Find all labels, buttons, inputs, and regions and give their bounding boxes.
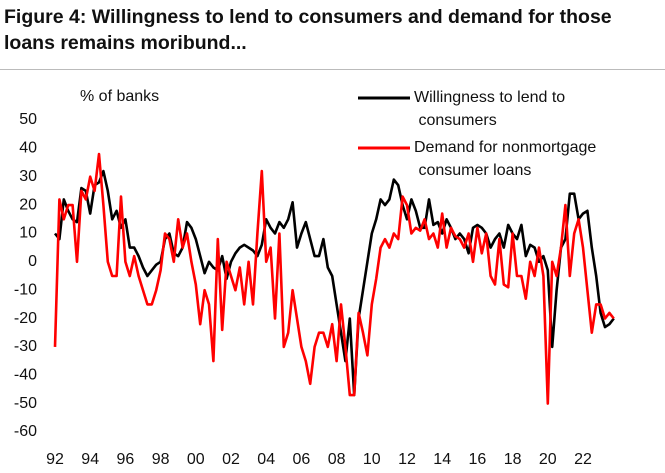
y-tick-label: 40 — [19, 140, 37, 157]
x-tick-label: 04 — [257, 451, 275, 468]
series-line — [53, 169, 615, 397]
x-tick-label: 10 — [363, 451, 381, 468]
x-tick-label: 08 — [328, 451, 346, 468]
series-line — [53, 152, 615, 405]
x-tick-label: 98 — [152, 451, 170, 468]
x-tick-label: 92 — [46, 451, 64, 468]
y-tick-label: -10 — [14, 281, 37, 298]
x-tick-label: 94 — [81, 451, 99, 468]
y-tick-label: 20 — [19, 196, 37, 213]
y-tick-label: -40 — [14, 366, 37, 383]
x-tick-label: 06 — [293, 451, 311, 468]
title-rule — [0, 69, 665, 70]
y-tick-label: 30 — [19, 168, 37, 185]
y-axis-label: % of banks — [80, 88, 159, 105]
y-tick-label: -60 — [14, 423, 37, 440]
legend-label: Demand for nonmortgage consumer loans — [414, 139, 596, 179]
x-tick-label: 20 — [539, 451, 557, 468]
x-tick-label: 12 — [398, 451, 416, 468]
y-tick-label: -50 — [14, 395, 37, 412]
x-tick-label: 96 — [117, 451, 135, 468]
y-tick-label: -30 — [14, 338, 37, 355]
y-tick-label: 0 — [28, 253, 37, 270]
x-tick-label: 02 — [222, 451, 240, 468]
x-tick-label: 14 — [433, 451, 451, 468]
x-tick-label: 22 — [574, 451, 592, 468]
y-tick-label: 50 — [19, 111, 37, 128]
x-tick-label: 18 — [504, 451, 522, 468]
x-tick-label: 16 — [469, 451, 487, 468]
y-tick-label: 10 — [19, 225, 37, 242]
legend-label: Willingness to lend to consumers — [414, 89, 565, 129]
y-tick-label: -20 — [14, 310, 37, 327]
x-tick-label: 00 — [187, 451, 205, 468]
chart-title: Figure 4: Willingness to lend to consume… — [4, 6, 612, 54]
